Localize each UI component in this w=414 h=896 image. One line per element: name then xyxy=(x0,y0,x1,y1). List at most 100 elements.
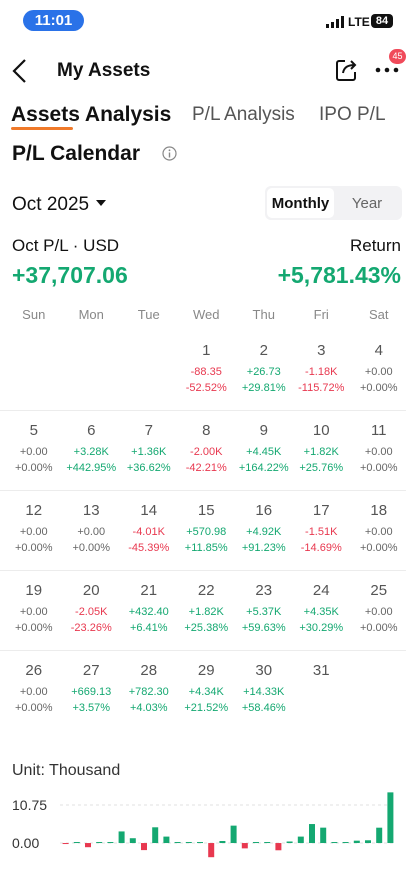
day-pl: +1.36K xyxy=(131,446,167,458)
bar xyxy=(152,827,159,844)
share-button[interactable] xyxy=(334,57,360,83)
bar xyxy=(107,842,114,844)
bar xyxy=(141,843,147,851)
day-cell: 23 +5.37K +59.63% xyxy=(235,578,293,648)
day-cell: 1 -88.35 -52.52% xyxy=(178,338,236,408)
day-return: +0.00% xyxy=(359,382,398,394)
day-number: 31 xyxy=(312,662,330,679)
bar xyxy=(185,842,192,844)
weekday: Sun xyxy=(22,307,46,322)
day-number: 13 xyxy=(82,502,100,519)
toggle-option[interactable]: Year xyxy=(351,195,383,212)
bar xyxy=(365,840,371,844)
day-number: 28 xyxy=(140,662,158,679)
day-number: 5 xyxy=(29,422,38,439)
day-number: 16 xyxy=(255,502,273,519)
section-title: P/L Calendar xyxy=(12,142,140,165)
bar xyxy=(387,792,394,844)
day-cell: 13 +0.00 +0.00% xyxy=(63,498,121,568)
tab[interactable]: IPO P/L xyxy=(319,104,386,125)
day-pl: +0.00 xyxy=(19,526,48,538)
day-cell: 8 -2.00K -42.21% xyxy=(178,418,236,488)
day-pl: +669.13 xyxy=(71,686,112,698)
signal-icon xyxy=(326,16,344,28)
tab-active[interactable]: Assets Analysis xyxy=(11,103,172,126)
bar xyxy=(286,841,293,844)
day-return: +58.46% xyxy=(241,702,286,714)
pl-value: +37,707.06 xyxy=(12,262,128,288)
day-return: +0.00% xyxy=(14,542,53,554)
bar xyxy=(342,842,349,844)
bar xyxy=(241,843,248,849)
day-cell: 14 -4.01K -45.39% xyxy=(120,498,178,568)
bar xyxy=(62,843,69,845)
day-return: -52.52% xyxy=(185,382,227,394)
tab[interactable]: P/L Analysis xyxy=(192,104,295,125)
day-return: +21.52% xyxy=(184,702,229,714)
day-pl: +0.00 xyxy=(19,686,48,698)
day-pl: +0.00 xyxy=(364,606,393,618)
day-number: 7 xyxy=(144,422,153,439)
day-return: +0.00% xyxy=(359,622,398,634)
day-cell: 20 -2.05K -23.26% xyxy=(63,578,121,648)
bar xyxy=(129,838,136,844)
day-pl: -88.35 xyxy=(190,366,222,378)
day-return: +25.38% xyxy=(184,622,229,634)
row-separator xyxy=(0,410,406,411)
y-tick-label: 10.75 xyxy=(12,797,47,813)
day-pl: +3.28K xyxy=(73,446,109,458)
day-pl: +0.00 xyxy=(364,526,393,538)
day-pl: +1.82K xyxy=(188,606,224,618)
day-number: 3 xyxy=(317,342,326,359)
bar xyxy=(275,843,282,851)
day-pl: +0.00 xyxy=(19,606,48,618)
more-button[interactable] xyxy=(375,66,399,74)
weekday: Tue xyxy=(137,307,160,322)
day-cell: 12 +0.00 +0.00% xyxy=(5,498,63,568)
day-return: -45.39% xyxy=(128,542,170,554)
day-number: 2 xyxy=(259,342,268,359)
day-pl: +26.73 xyxy=(246,366,281,378)
day-cell: 17 -1.51K -14.69% xyxy=(293,498,351,568)
day-cell: 11 +0.00 +0.00% xyxy=(350,418,408,488)
tab-underline xyxy=(11,127,73,130)
return-value: +5,781.43% xyxy=(277,262,401,288)
day-return: +91.23% xyxy=(241,542,286,554)
day-pl: +0.00 xyxy=(77,526,106,538)
time-pill xyxy=(23,10,84,31)
toggle-option[interactable]: Monthly xyxy=(271,195,330,212)
day-pl: +0.00 xyxy=(364,366,393,378)
day-number: 25 xyxy=(370,582,388,599)
info-icon[interactable] xyxy=(162,146,177,161)
bar xyxy=(85,843,91,848)
day-number: 21 xyxy=(140,582,158,599)
day-return: +4.03% xyxy=(129,702,168,714)
bar xyxy=(118,831,125,844)
month-selector[interactable]: Oct 2025 xyxy=(12,194,90,215)
day-return: +0.00% xyxy=(359,542,398,554)
bar xyxy=(309,824,315,844)
day-return: -14.69% xyxy=(300,542,342,554)
header-title: My Assets xyxy=(57,60,151,81)
day-number: 26 xyxy=(25,662,43,679)
day-return: +0.00% xyxy=(359,462,398,474)
day-number: 11 xyxy=(370,422,387,439)
day-cell: 3 -1.18K -115.72% xyxy=(293,338,351,408)
day-number: 22 xyxy=(197,582,215,599)
day-number: 15 xyxy=(197,502,215,519)
day-return: +0.00% xyxy=(14,622,53,634)
day-number: 18 xyxy=(370,502,388,519)
day-pl: -1.18K xyxy=(305,366,338,378)
toggle-active[interactable] xyxy=(267,188,334,218)
row-separator xyxy=(0,490,406,491)
day-number: 10 xyxy=(312,422,330,439)
day-number: 12 xyxy=(25,502,43,519)
back-button[interactable] xyxy=(10,58,30,84)
day-cell: 5 +0.00 +0.00% xyxy=(5,418,63,488)
day-return: +11.85% xyxy=(184,542,228,554)
bar xyxy=(320,827,327,844)
day-cell: 6 +3.28K +442.95% xyxy=(63,418,121,488)
weekday: Wed xyxy=(193,307,220,322)
weekday: Fri xyxy=(313,307,329,322)
day-pl: +0.00 xyxy=(364,446,393,458)
